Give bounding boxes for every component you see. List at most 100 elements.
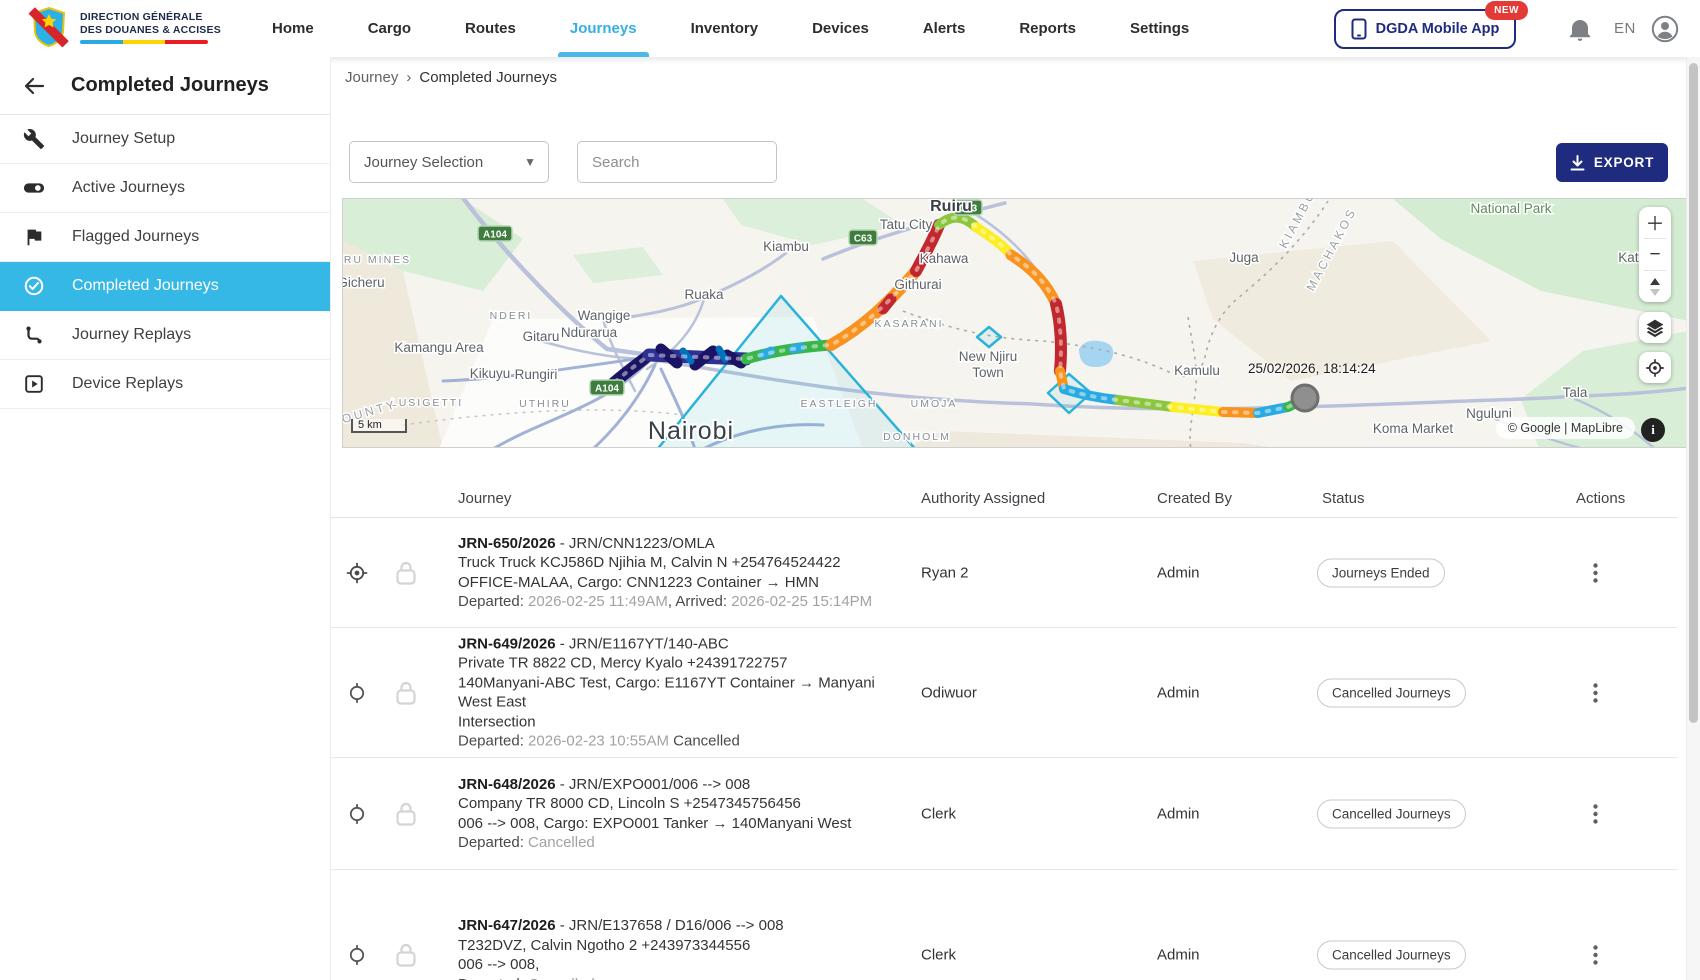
journey-title: JRN-647/2026 - JRN/E137658 / D16/006 -->… [458, 916, 908, 936]
layers-icon[interactable] [1639, 312, 1671, 343]
map-zoom-controls: ＋ − [1639, 207, 1671, 302]
sidebar-item-journey-setup[interactable]: Journey Setup [0, 115, 330, 164]
dgda-mobile-app-button[interactable]: DGDA Mobile App NEW [1334, 9, 1516, 49]
map-label-kamangu-area: Kamangu Area [394, 340, 484, 355]
row-menu-kebab-icon[interactable] [1579, 939, 1611, 971]
sidebar-item-flagged-journeys[interactable]: Flagged Journeys [0, 213, 330, 262]
sidebar-title: Completed Journeys [71, 74, 269, 97]
breadcrumb: Journey › Completed Journeys [345, 69, 557, 86]
nav-item-cargo[interactable]: Cargo [368, 0, 411, 57]
sidebar-item-journey-replays[interactable]: Journey Replays [0, 311, 330, 360]
sidebar-item-completed-journeys[interactable]: Completed Journeys [0, 262, 330, 311]
focus-target-icon[interactable] [345, 681, 369, 705]
mobile-app-label: DGDA Mobile App [1376, 21, 1500, 37]
wrench-icon [22, 128, 46, 150]
map-canvas[interactable]: A104A104C63C63 RuiruTatu CityKiambuKahaw… [342, 198, 1688, 448]
row-menu-kebab-icon[interactable] [1579, 677, 1611, 709]
brand-tricolor [80, 40, 208, 44]
status-cell: Cancelled Journeys [1317, 941, 1466, 970]
col-authority: Authority Assigned [921, 490, 1045, 507]
table-row: JRN-647/2026 - JRN/E137658 / D16/006 -->… [331, 870, 1677, 980]
language-selector[interactable]: EN [1614, 20, 1636, 37]
search-input[interactable] [577, 141, 777, 183]
map-illustration: A104A104C63C63 RuiruTatu CityKiambuKahaw… [343, 199, 1688, 448]
lock-icon[interactable] [395, 680, 417, 706]
sidebar-item-label: Completed Journeys [72, 277, 219, 295]
nav-item-devices[interactable]: Devices [812, 0, 869, 57]
breadcrumb-separator: › [406, 69, 411, 86]
lock-icon[interactable] [395, 801, 417, 827]
nav-item-journeys[interactable]: Journeys [570, 0, 637, 57]
lock-icon[interactable] [395, 942, 417, 968]
sidebar-item-device-replays[interactable]: Device Replays [0, 360, 330, 409]
col-actions: Actions [1576, 490, 1625, 507]
nav-item-alerts[interactable]: Alerts [923, 0, 966, 57]
focus-target-icon[interactable] [345, 943, 369, 967]
map-label-new-njiru: New Njiru [959, 349, 1018, 364]
map-label-gitaru: Gitaru [523, 329, 560, 344]
map-label-rungiri: Rungiri [515, 367, 558, 382]
info-icon[interactable]: i [1641, 418, 1665, 442]
check-circle-icon [22, 275, 46, 297]
nav-item-settings[interactable]: Settings [1130, 0, 1189, 57]
compass-pitch-button[interactable] [1639, 271, 1671, 302]
row-menu-kebab-icon[interactable] [1579, 798, 1611, 830]
nav-item-routes[interactable]: Routes [465, 0, 516, 57]
export-label: EXPORT [1594, 155, 1654, 170]
table-row: JRN-648/2026 - JRN/EXPO001/006 --> 008 C… [331, 758, 1677, 870]
map-label-tatu-city: Tatu City [880, 217, 933, 232]
journey-cell: JRN-648/2026 - JRN/EXPO001/006 --> 008 C… [458, 775, 908, 853]
journey-selection-dropdown[interactable]: Journey Selection ▼ [349, 141, 549, 183]
journey-title: JRN-649/2026 - JRN/E1167YT/140-ABC [458, 634, 908, 654]
breadcrumb-parent[interactable]: Journey [345, 69, 398, 86]
map-label-kasarani: KASARANI [874, 318, 943, 330]
journeys-table: Journey Authority Assigned Created By St… [331, 478, 1677, 980]
focus-target-icon[interactable] [345, 802, 369, 826]
sidebar-item-label: Journey Setup [72, 130, 175, 148]
authority-cell: Clerk [921, 947, 956, 964]
back-arrow-icon[interactable] [22, 74, 46, 98]
journey-title: JRN-650/2026 - JRN/CNN1223/OMLA [458, 534, 908, 554]
notifications-bell-icon[interactable] [1568, 16, 1592, 42]
svg-text:A104: A104 [595, 384, 619, 395]
brand-logo[interactable]: DIRECTION GÉNÉRALE DES DOUANES & ACCISES [28, 6, 221, 48]
focus-target-icon[interactable] [345, 561, 369, 585]
journey-selection-label: Journey Selection [364, 154, 483, 171]
brand-line2: DES DOUANES & ACCISES [80, 24, 221, 36]
export-button[interactable]: EXPORT [1556, 143, 1668, 182]
svg-text:A104: A104 [483, 230, 507, 241]
sidebar-item-label: Device Replays [72, 375, 183, 393]
journey-detail-line: Intersection [458, 712, 908, 732]
breadcrumb-current: Completed Journeys [419, 69, 557, 86]
page-scrollbar[interactable] [1686, 57, 1700, 980]
map-label-national-park: National Park [1470, 201, 1551, 216]
sidebar-item-label: Active Journeys [72, 179, 185, 197]
row-menu-kebab-icon[interactable] [1579, 557, 1611, 589]
zoom-in-button[interactable]: ＋ [1639, 207, 1671, 238]
table-header: Journey Authority Assigned Created By St… [331, 478, 1677, 518]
sidebar-item-active-journeys[interactable]: Active Journeys [0, 164, 330, 213]
map-label-kikuyu: Kikuyu [470, 366, 511, 381]
created-by-cell: Admin [1157, 805, 1200, 822]
sidebar-item-label: Flagged Journeys [72, 228, 199, 246]
scrollbar-thumb[interactable] [1689, 63, 1698, 723]
journey-detail-line: Truck Truck KCJ586D Njihia M, Calvin N +… [458, 553, 908, 573]
svg-text:C63: C63 [854, 234, 873, 245]
nav-item-home[interactable]: Home [272, 0, 314, 57]
new-badge: NEW [1485, 1, 1528, 20]
map-label-lusigetti: LUSIGETTI [391, 397, 463, 409]
play-box-icon [22, 373, 46, 395]
locate-icon[interactable] [1639, 352, 1671, 383]
map-label-kiambu: KIAMBU [1276, 199, 1318, 251]
table-row: JRN-650/2026 - JRN/CNN1223/OMLA Truck Tr… [331, 518, 1677, 628]
nav-item-reports[interactable]: Reports [1019, 0, 1076, 57]
nav-item-inventory[interactable]: Inventory [691, 0, 759, 57]
journey-cell: JRN-649/2026 - JRN/E1167YT/140-ABC Priva… [458, 634, 908, 751]
map-label-umoja: UMOJA [911, 398, 958, 410]
zoom-out-button[interactable]: − [1639, 239, 1671, 270]
map-label-eru-mines: ERU MINES [343, 254, 411, 266]
lock-icon[interactable] [395, 560, 417, 586]
created-by-cell: Admin [1157, 947, 1200, 964]
account-avatar[interactable] [1651, 15, 1679, 43]
journey-detail-line: T232DVZ, Calvin Ngotho 2 +243973344556 [458, 936, 908, 956]
